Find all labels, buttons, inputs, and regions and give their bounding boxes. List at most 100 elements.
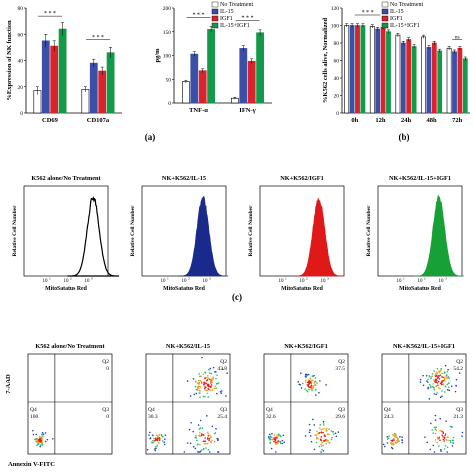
hist-distribution [413, 194, 465, 277]
flow-event [226, 372, 228, 375]
flow-event [194, 380, 197, 383]
hist-tick-label: 10 [85, 279, 91, 284]
flow-event [434, 374, 436, 377]
hist-x-label: MitoSatatus Red [399, 286, 441, 292]
flow-event [41, 433, 43, 436]
flow-event [445, 375, 447, 377]
quadrant-value: 32.6 [266, 414, 276, 420]
y-axis-label: pg/m [154, 48, 161, 63]
flow-event [440, 368, 443, 370]
bar [89, 62, 98, 114]
flow-event [307, 384, 310, 386]
flow-event [322, 444, 325, 447]
bar [41, 40, 50, 114]
flow-event [316, 437, 318, 439]
flow-event [198, 431, 201, 434]
flow-event [271, 438, 274, 441]
flow-event [313, 382, 315, 384]
flow-event [393, 443, 395, 446]
legend-label: IL-15+IGF1 [220, 23, 250, 29]
flow-event [444, 364, 447, 367]
legend-label: IGF1 [390, 16, 403, 22]
flow-event [221, 368, 224, 371]
flow-event [438, 375, 441, 377]
flow-event [42, 433, 45, 435]
flow-event [210, 441, 213, 444]
flow-event [197, 387, 200, 390]
flow-event [439, 387, 441, 390]
y-tick-label: 0 [168, 101, 171, 107]
flow-event [39, 445, 42, 448]
flow-event [440, 450, 442, 452]
flow-event [443, 376, 446, 379]
flow-event [209, 367, 212, 370]
bar [247, 60, 256, 104]
flow-event [44, 440, 47, 443]
flow-event [445, 439, 448, 441]
flow-event [202, 373, 205, 376]
flow-event [213, 440, 216, 443]
hist-distribution [177, 196, 229, 277]
flow-event [46, 438, 49, 441]
y-tick-label: 120 [331, 6, 340, 12]
flow-event [391, 443, 393, 446]
flow-event [206, 385, 209, 387]
flow-event [455, 378, 458, 381]
flow-event [154, 445, 157, 448]
hist-y-label: Relative Cell Number [130, 205, 136, 257]
flow-event [427, 386, 430, 389]
flow-event [35, 433, 38, 436]
flow-event [446, 451, 449, 453]
flow-event [458, 372, 461, 374]
flow-event [334, 432, 337, 435]
flow-event [320, 436, 323, 438]
legend-label: No Treatment [390, 2, 424, 8]
y-tick-label: 20 [18, 85, 24, 91]
flow-event [401, 436, 403, 438]
flow-event [307, 385, 310, 388]
flow-event [434, 378, 437, 381]
flow-event [390, 442, 392, 445]
quadrant-value: 29.6 [335, 414, 345, 420]
quadrant-value: 54.2 [453, 366, 463, 372]
flow-event [310, 384, 313, 386]
quadrant-label: Q2 [338, 359, 345, 365]
bar [406, 39, 412, 114]
flow-event [437, 387, 440, 389]
quadrant-value: 100 [30, 414, 39, 420]
flow-event [205, 447, 207, 449]
flow-event [401, 441, 404, 444]
flow-event [209, 440, 212, 443]
bar [360, 25, 366, 114]
flow-event [204, 386, 207, 389]
flow-event [438, 436, 441, 439]
flow-event [461, 435, 463, 437]
flow-event [320, 431, 323, 433]
bar [400, 42, 406, 114]
flow-event [200, 375, 202, 378]
panel-label-a: (a) [145, 132, 156, 142]
flow-event [310, 387, 312, 390]
flow-event [203, 381, 206, 384]
hist-tick-label: 10 [43, 279, 49, 284]
flow-event [314, 434, 317, 436]
flow-event [197, 385, 199, 388]
flow-event [430, 377, 432, 380]
flow-event [390, 446, 393, 449]
flow-event [426, 441, 428, 444]
flow-event [269, 433, 271, 436]
flow-event [447, 382, 450, 384]
flow-event [449, 441, 452, 444]
flow-event [313, 448, 316, 451]
flow-event [211, 389, 214, 391]
flow-x-label: Annexin V-FITC [8, 461, 55, 468]
flow-event [152, 434, 154, 437]
flow-event [297, 381, 299, 383]
hist-tick-label: 10 [203, 279, 209, 284]
flow-event [395, 436, 398, 439]
flow-event [447, 376, 450, 378]
flow-event [217, 438, 219, 440]
flow-event [269, 441, 271, 444]
flow-event [269, 435, 272, 438]
bar [81, 89, 90, 114]
